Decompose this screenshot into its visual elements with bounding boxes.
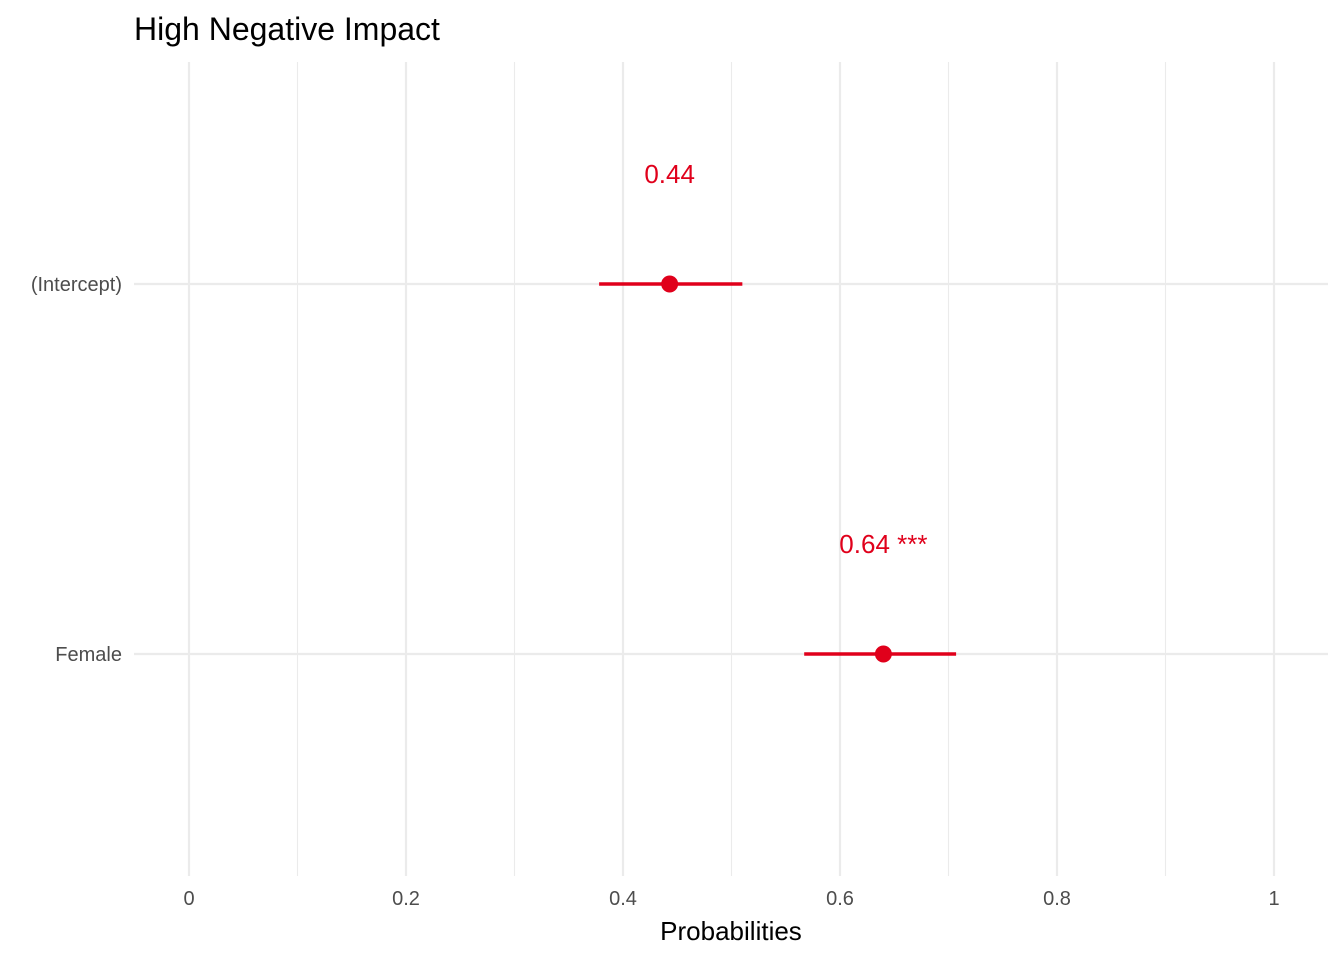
plot-marks bbox=[599, 275, 957, 663]
y-tick-label: (Intercept) bbox=[31, 274, 122, 296]
data-label: 0.64 *** bbox=[839, 529, 927, 559]
grid-lines bbox=[134, 62, 1328, 876]
x-tick-label: 0.6 bbox=[826, 888, 854, 910]
x-tick-label: 0.4 bbox=[609, 888, 637, 910]
x-tick-label: 1 bbox=[1268, 888, 1279, 910]
x-tick-label: 0.2 bbox=[392, 888, 420, 910]
y-tick-label: Female bbox=[55, 644, 122, 666]
x-tick-label: 0 bbox=[183, 888, 194, 910]
chart-title: High Negative Impact bbox=[134, 11, 440, 47]
estimate-point bbox=[661, 275, 679, 293]
x-axis-title: Probabilities bbox=[660, 916, 802, 946]
estimate-point bbox=[874, 645, 892, 663]
axis-labels: 0 0.2 0.4 0.6 0.8 1 (Intercept) Female 0.44 0.64 … bbox=[31, 159, 1280, 910]
x-tick-label: 0.8 bbox=[1043, 888, 1071, 910]
data-label: 0.44 bbox=[644, 159, 695, 189]
